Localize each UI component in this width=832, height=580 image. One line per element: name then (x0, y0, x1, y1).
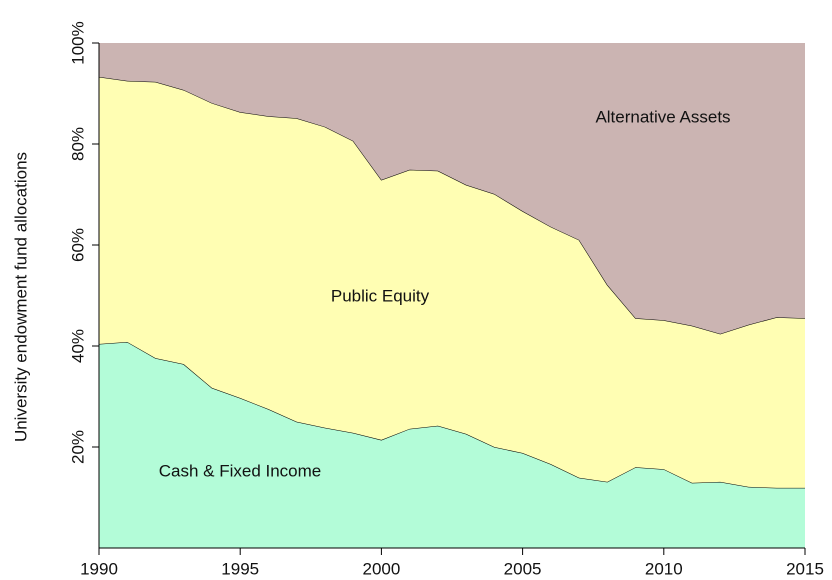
y-tick-label: 100% (68, 21, 87, 64)
y-tick-label: 40% (68, 329, 87, 363)
y-tick-label: 80% (68, 127, 87, 161)
series-label: Public Equity (331, 286, 430, 305)
y-axis-label: University endowment fund allocations (11, 152, 30, 442)
x-tick-label: 2010 (645, 559, 683, 578)
area (99, 43, 805, 334)
y-tick-label: 20% (68, 430, 87, 464)
x-tick-label: 2005 (504, 559, 542, 578)
series-label: Cash & Fixed Income (159, 461, 322, 480)
x-tick-label: 1990 (80, 559, 118, 578)
area (99, 341, 805, 548)
x-tick-label: 2000 (362, 559, 400, 578)
y-tick-label: 60% (68, 228, 87, 262)
x-tick-label: 1995 (221, 559, 259, 578)
x-tick-label: 2015 (786, 559, 824, 578)
area (99, 76, 805, 488)
series-label: Alternative Assets (595, 107, 730, 126)
